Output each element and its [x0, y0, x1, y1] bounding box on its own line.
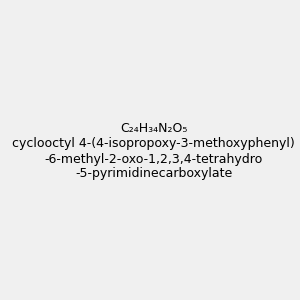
- Text: C₂₄H₃₄N₂O₅
cyclooctyl 4-(4-isopropoxy-3-methoxyphenyl)
-6-methyl-2-oxo-1,2,3,4-t: C₂₄H₃₄N₂O₅ cyclooctyl 4-(4-isopropoxy-3-…: [12, 122, 295, 181]
